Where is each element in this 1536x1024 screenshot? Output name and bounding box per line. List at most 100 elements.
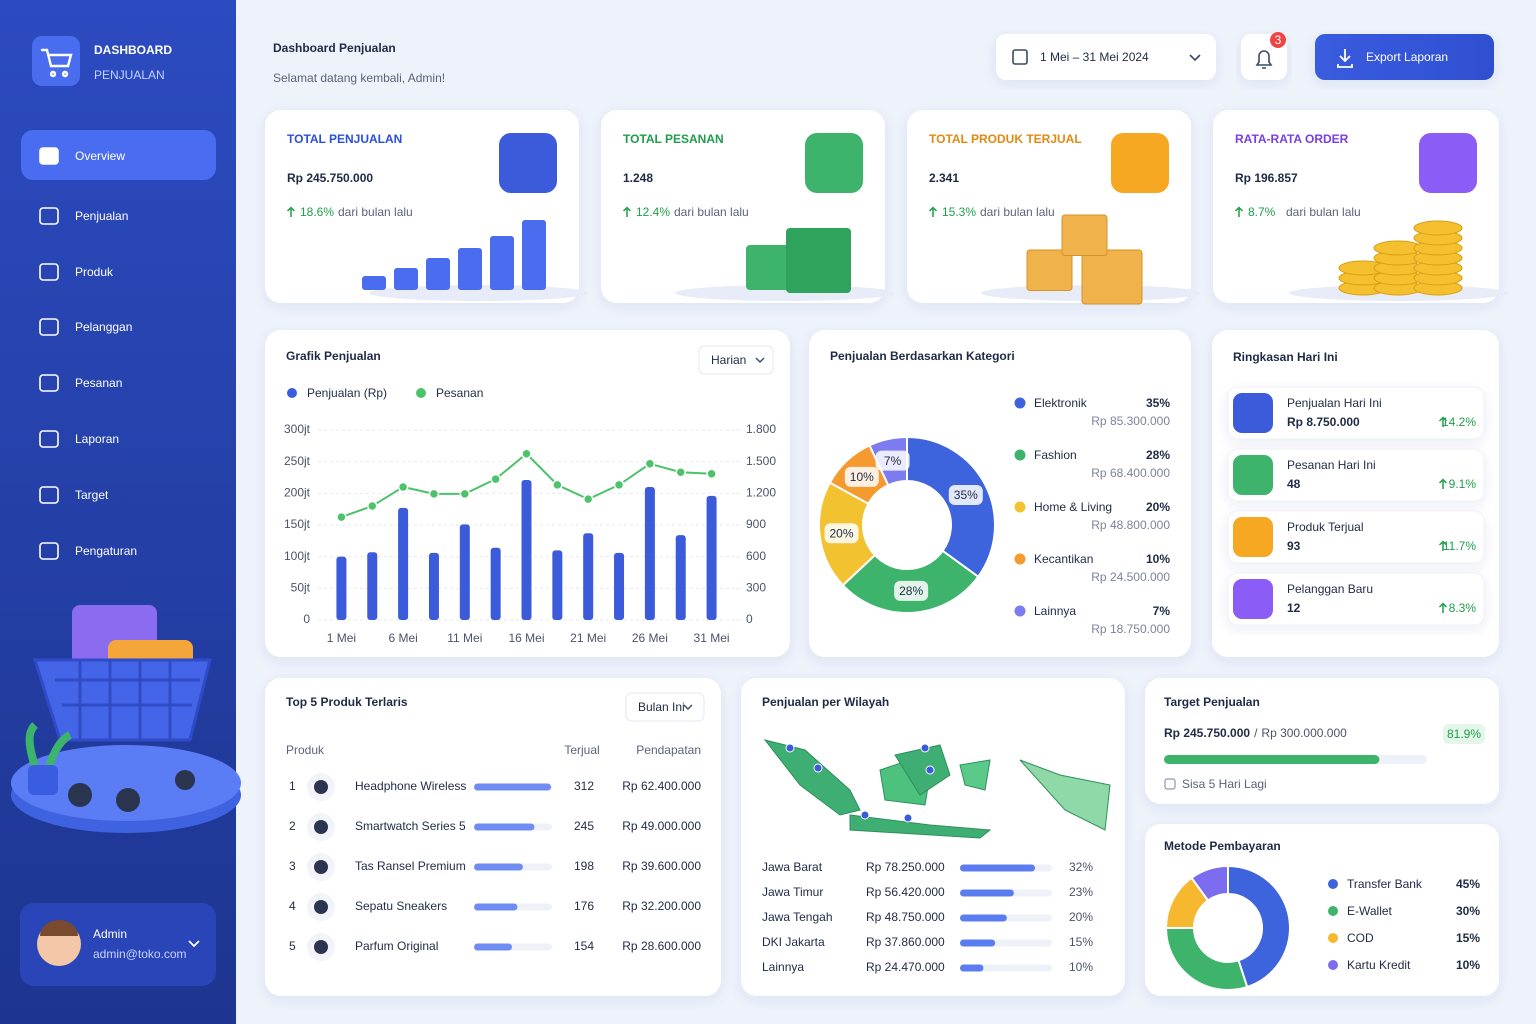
map-region [849,814,992,839]
kpi-change: 18.6% [300,205,334,219]
date-picker[interactable] [996,34,1216,80]
kpi-icon [499,133,557,193]
region-name: Jawa Tengah [762,910,833,924]
y2-tick-label: 900 [746,517,766,531]
menu-icon[interactable] [39,207,59,225]
y-tick-label: 150jt [284,517,311,531]
product-icon [314,940,328,954]
revenue: Rp 39.600.000 [622,859,701,873]
clock-icon [1164,778,1176,790]
donut-slice [1227,864,1292,989]
bar [644,487,655,620]
slice-label-bg [844,466,879,487]
map-pin [813,763,823,773]
legend-amount: Rp 48.800.000 [1091,518,1170,532]
kpi-icon [1419,133,1477,193]
y-tick-label: 300jt [284,422,311,436]
slice-label: 35% [954,488,978,502]
summary-label: Produk Terjual [1287,520,1364,534]
y2-tick-label: 0 [746,612,753,626]
bar [521,480,532,620]
user-chevron [188,940,200,948]
menu-item: Produk [75,265,114,279]
chart-title: Grafik Penjualan [286,349,381,363]
menu-icon[interactable] [39,486,59,504]
legend-marker [1328,933,1338,943]
panel-title: Metode Pembayaran [1164,839,1281,853]
legend-label: Elektronik [1034,396,1088,410]
legend-amount: Rp 68.400.000 [1091,466,1170,480]
active-menu[interactable] [21,130,216,180]
legend-value: 35% [1146,396,1170,410]
menu-icon[interactable] [39,263,59,281]
donut-slice [1190,864,1229,902]
kpi-icon [805,133,863,193]
bar [474,823,535,831]
period-dropdown[interactable] [698,345,774,375]
product-icon [314,820,328,834]
kpi-note: dari bulan lalu [980,205,1055,219]
x-tick-label: 16 Mei [508,631,544,645]
menu-icon[interactable] [39,542,59,560]
kpi-illustration [426,258,450,290]
sold: 176 [574,899,594,913]
slice-label-bg [875,450,910,471]
rank: 2 [289,819,296,833]
sold: 312 [574,779,594,793]
user-email: admin@toko.com [93,947,187,961]
slice-label-bg [824,523,859,544]
dropdown-chevron [683,704,693,710]
progress-bar [1164,755,1380,764]
legend-marker [1014,605,1026,617]
summary-change: 8.3% [1449,601,1477,615]
period-label: Harian [711,353,746,367]
y2-tick-label: 300 [746,581,766,595]
bar [960,864,1035,872]
region-revenue: Rp 37.860.000 [866,935,945,949]
bar [960,914,1007,922]
kpi-change: 8.7% [1248,205,1276,219]
export-button[interactable] [1315,34,1494,80]
period-label: Bulan Ini [638,700,685,714]
summary-icon [1233,393,1273,433]
product-icon [314,900,328,914]
brand-title: DASHBOARD [94,43,172,57]
revenue: Rp 62.400.000 [622,779,701,793]
slice-label-bg [948,485,983,506]
kpi-value: 2.341 [929,171,959,185]
calendar-icon [1012,49,1028,65]
menu-item: Pengaturan [75,544,137,558]
x-tick-label: 6 Mei [388,631,417,645]
menu-icon[interactable] [39,318,59,336]
menu-icon[interactable] [39,147,59,165]
bell-icon [1255,50,1273,69]
menu-icon[interactable] [39,374,59,392]
dropdown-chevron [755,357,765,363]
map-region [1019,759,1111,831]
bar [675,535,686,620]
legend-value: 7% [1153,604,1171,618]
up-arrow [1438,540,1448,551]
logo [32,36,80,86]
line-point [459,488,471,500]
summary-label: Penjualan Hari Ini [1287,396,1382,410]
card [265,678,721,996]
brand-subtitle: PENJUALAN [94,68,165,82]
menu-icon[interactable] [39,430,59,448]
period-dropdown[interactable] [625,692,705,722]
summary-item [1227,448,1485,502]
menu-item: Target [75,488,109,502]
kpi-illustration [394,268,418,290]
bar [706,495,717,620]
y2-tick-label: 1.800 [746,422,776,436]
legend-value: 30% [1456,904,1480,918]
kpi-illustration [786,228,851,293]
legend-marker [1014,397,1026,409]
legend-value: 10% [1146,552,1170,566]
bar [960,939,996,947]
target-part: / [1254,726,1258,740]
y2-tick-label: 1.200 [746,486,776,500]
region-share: 20% [1069,910,1093,924]
summary-value: 48 [1287,477,1301,491]
